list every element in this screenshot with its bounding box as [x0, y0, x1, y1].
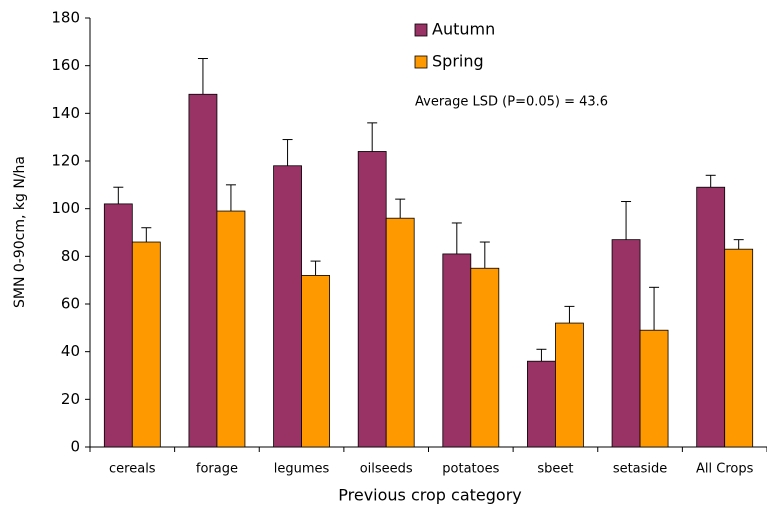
bar [357, 151, 387, 448]
bar [555, 322, 584, 448]
bar [442, 253, 472, 448]
y-tick-label: 40 [61, 342, 80, 360]
y-tick-label: 180 [51, 9, 80, 27]
y-tick-label: 60 [61, 295, 80, 313]
bar [724, 248, 754, 448]
x-tick-label: sbeet [537, 462, 573, 477]
bar [470, 267, 500, 448]
y-tick-label: 140 [51, 104, 80, 122]
x-tick-label: cereals [109, 462, 156, 477]
x-axis-label: Previous crop category [338, 486, 521, 505]
bar [103, 203, 133, 448]
bar [301, 274, 330, 448]
x-tick-label: oilseeds [360, 462, 413, 477]
y-tick-label: 0 [70, 438, 80, 456]
x-tick-label: setaside [613, 462, 667, 477]
annotation: Average LSD (P=0.05) = 43.6 [415, 95, 608, 110]
bar [527, 360, 556, 448]
x-tick-label: legumes [274, 462, 330, 477]
legend-swatch [414, 55, 428, 69]
x-tick-label: forage [196, 462, 238, 477]
bar [385, 217, 415, 448]
bar [611, 239, 641, 448]
y-axis-label: SMN 0-90cm, kg N/ha [12, 156, 28, 308]
legend-label: Spring [432, 52, 484, 71]
bar [131, 241, 161, 448]
legend-swatch [414, 23, 428, 37]
x-tick-label: potatoes [442, 462, 499, 477]
y-tick-label: 100 [51, 199, 80, 217]
bar [273, 165, 302, 448]
legend-label: Autumn [432, 20, 495, 39]
y-tick-label: 120 [51, 152, 80, 170]
y-tick-label: 20 [61, 390, 80, 408]
y-tick-label: 160 [51, 56, 80, 74]
x-tick-label: All Crops [696, 462, 754, 477]
bar [696, 186, 726, 448]
bar [216, 210, 246, 448]
bar [639, 329, 669, 448]
y-tick-label: 80 [61, 247, 80, 265]
bar [188, 93, 218, 448]
